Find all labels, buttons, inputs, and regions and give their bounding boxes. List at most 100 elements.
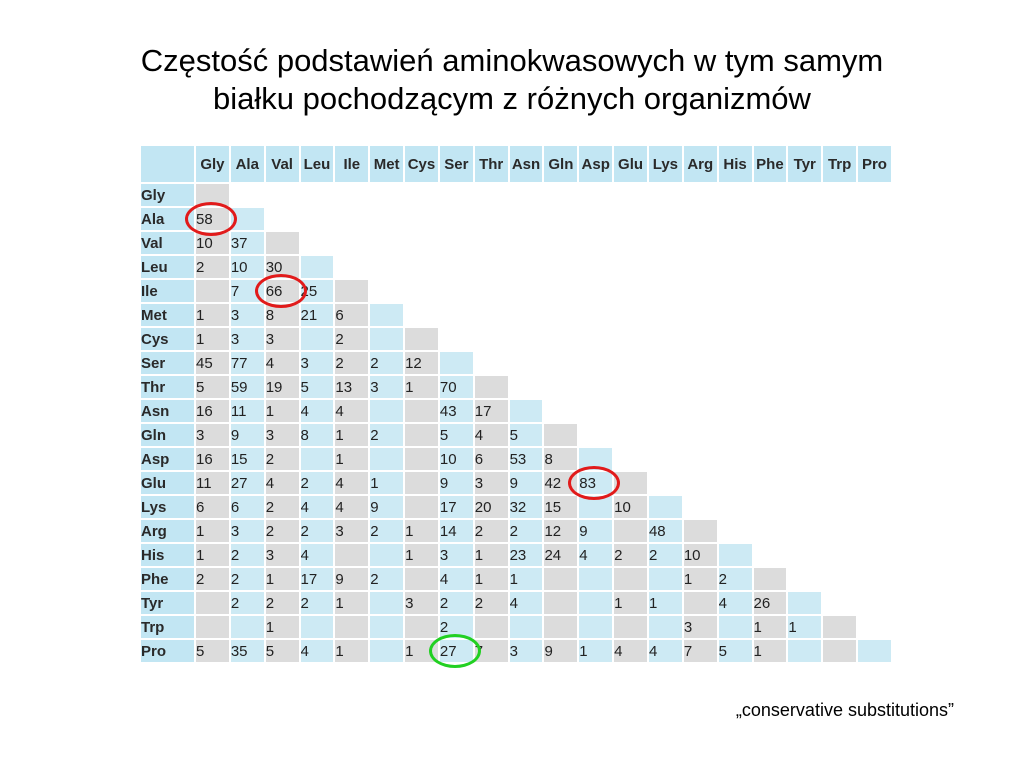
table-cell bbox=[751, 518, 789, 544]
highlight-circle-pro-ser bbox=[428, 634, 481, 668]
table-cell: 27 bbox=[228, 470, 266, 496]
table-cell bbox=[751, 206, 789, 232]
table-cell bbox=[403, 254, 440, 280]
table-cell: 3 bbox=[194, 422, 231, 448]
column-header-ser: Ser bbox=[437, 144, 475, 184]
table-cell bbox=[612, 422, 649, 448]
table-cell bbox=[577, 206, 615, 232]
row-header-pro: Pro bbox=[139, 638, 196, 664]
table-cell: 21 bbox=[298, 302, 336, 328]
table-cell: 1 bbox=[577, 638, 615, 664]
table-cell bbox=[368, 278, 406, 304]
table-cell bbox=[403, 326, 440, 352]
table-cell: 1 bbox=[751, 638, 789, 664]
table-cell bbox=[577, 566, 615, 592]
table-cell bbox=[751, 350, 789, 376]
table-cell bbox=[612, 446, 649, 472]
table-cell bbox=[333, 542, 371, 568]
table-cell: 53 bbox=[507, 446, 545, 472]
highlight-circle-ala-gly bbox=[185, 202, 237, 236]
table-cell bbox=[542, 254, 580, 280]
table-cell bbox=[577, 230, 615, 256]
table-cell: 15 bbox=[228, 446, 266, 472]
table-cell bbox=[368, 614, 406, 640]
table-cell bbox=[437, 326, 475, 352]
table-cell bbox=[472, 326, 510, 352]
table-cell bbox=[646, 350, 684, 376]
table-cell bbox=[751, 254, 789, 280]
table-cell bbox=[507, 350, 545, 376]
column-header-cys: Cys bbox=[403, 144, 440, 184]
table-cell bbox=[612, 398, 649, 424]
table-cell bbox=[646, 398, 684, 424]
table-cell bbox=[646, 422, 684, 448]
table-cell bbox=[403, 182, 440, 208]
slide-title-line-1: Częstość podstawień aminokwasowych w tym… bbox=[140, 43, 884, 78]
table-cell: 8 bbox=[298, 422, 336, 448]
table-cell: 43 bbox=[437, 398, 475, 424]
table-cell bbox=[646, 206, 684, 232]
table-cell: 10 bbox=[681, 542, 719, 568]
row-header-tyr: Tyr bbox=[139, 590, 196, 616]
table-row: His 1 2 3 4 1 3 1 23 24 4 2 2 10 bbox=[139, 542, 893, 568]
table-cell: 12 bbox=[403, 350, 440, 376]
table-cell bbox=[821, 206, 859, 232]
table-cell: 15 bbox=[542, 494, 580, 520]
table-cell: 1 bbox=[681, 566, 719, 592]
table-cell bbox=[298, 206, 336, 232]
table-cell bbox=[786, 350, 824, 376]
table-cell bbox=[716, 326, 754, 352]
column-header-arg: Arg bbox=[681, 144, 719, 184]
table-cell bbox=[821, 518, 859, 544]
table-cell bbox=[368, 206, 406, 232]
table-cell bbox=[786, 446, 824, 472]
table-cell bbox=[437, 182, 475, 208]
table-cell bbox=[786, 542, 824, 568]
table-cell: 4 bbox=[577, 542, 615, 568]
table-cell bbox=[751, 494, 789, 520]
table-cell bbox=[542, 206, 580, 232]
table-cell bbox=[681, 302, 719, 328]
table-cell bbox=[472, 350, 510, 376]
column-header-phe: Phe bbox=[751, 144, 789, 184]
row-header-cys: Cys bbox=[139, 326, 196, 352]
table-cell: 4 bbox=[507, 590, 545, 616]
table-cell: 6 bbox=[333, 302, 371, 328]
table-cell: 10 bbox=[228, 254, 266, 280]
table-cell bbox=[681, 398, 719, 424]
table-cell: 2 bbox=[263, 446, 301, 472]
table-cell: 3 bbox=[228, 518, 266, 544]
table-cell: 2 bbox=[368, 422, 406, 448]
table-cell: 6 bbox=[472, 446, 510, 472]
table-cell: 3 bbox=[368, 374, 406, 400]
table-cell bbox=[821, 542, 859, 568]
table-cell bbox=[437, 302, 475, 328]
table-cell bbox=[681, 230, 719, 256]
table-cell bbox=[403, 614, 440, 640]
table-cell bbox=[577, 446, 615, 472]
table-cell: 4 bbox=[263, 470, 301, 496]
table-cell bbox=[472, 614, 510, 640]
table-cell: 7 bbox=[681, 638, 719, 664]
table-cell bbox=[681, 206, 719, 232]
table-cell: 23 bbox=[507, 542, 545, 568]
table-cell: 1 bbox=[263, 566, 301, 592]
table-cell bbox=[751, 542, 789, 568]
slide-title: Częstość podstawień aminokwasowych w tym… bbox=[0, 42, 1024, 118]
table-cell: 2 bbox=[368, 518, 406, 544]
table-cell bbox=[612, 302, 649, 328]
table-cell: 16 bbox=[194, 398, 231, 424]
table-cell: 1 bbox=[751, 614, 789, 640]
table-cell bbox=[716, 494, 754, 520]
table-cell: 11 bbox=[194, 470, 231, 496]
table-cell bbox=[577, 590, 615, 616]
table-cell bbox=[577, 278, 615, 304]
table-corner-cell bbox=[139, 144, 196, 184]
table-cell bbox=[612, 278, 649, 304]
table-cell bbox=[228, 614, 266, 640]
table-cell bbox=[751, 278, 789, 304]
table-cell: 4 bbox=[472, 422, 510, 448]
table-cell bbox=[507, 614, 545, 640]
table-cell bbox=[786, 470, 824, 496]
table-cell bbox=[542, 302, 580, 328]
